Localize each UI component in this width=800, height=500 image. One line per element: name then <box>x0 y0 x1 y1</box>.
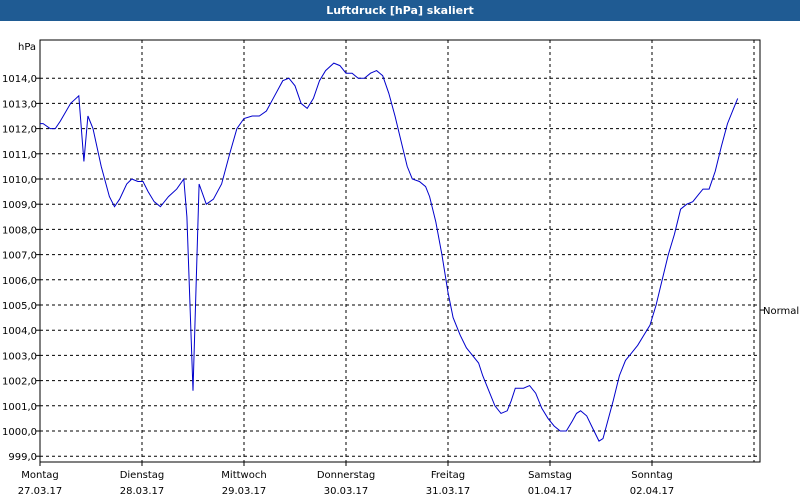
x-tick-date: 29.03.17 <box>222 486 267 497</box>
y-tick-label: 1000,0 <box>2 427 37 438</box>
y-tick-label: 1014,0 <box>2 74 37 85</box>
y-tick-label: 1012,0 <box>2 125 37 136</box>
y-tick-label: 1011,0 <box>2 150 37 161</box>
x-tick-date: 02.04.17 <box>630 486 675 497</box>
x-tick-day: Donnerstag <box>317 470 375 481</box>
y-tick-label: 1013,0 <box>2 99 37 110</box>
y-tick-label: 1001,0 <box>2 402 37 413</box>
y-tick-label: 1002,0 <box>2 377 37 388</box>
y-tick-label: 1005,0 <box>2 301 37 312</box>
y-tick-label: 999,0 <box>8 452 37 463</box>
x-tick-day: Freitag <box>431 470 465 481</box>
y-tick-label: 1008,0 <box>2 225 37 236</box>
x-tick-date: 30.03.17 <box>324 486 369 497</box>
x-axis-ticks: Montag 27.03.17 Dienstag 28.03.17 Mittwoch 29… <box>18 462 675 497</box>
y-axis-ticks: 999,0 1000,0 1001,0 1002,0 1003,0 1004,0 1005,… <box>2 74 40 463</box>
grid <box>40 40 760 462</box>
y-tick-label: 1009,0 <box>2 200 37 211</box>
x-tick-date: 28.03.17 <box>120 486 165 497</box>
x-tick-day: Dienstag <box>120 470 165 481</box>
y-axis-unit: hPa <box>18 42 36 53</box>
y-tick-label: 1003,0 <box>2 351 37 362</box>
x-tick-day: Mittwoch <box>221 470 266 481</box>
y-tick-label: 1007,0 <box>2 251 37 262</box>
x-tick-date: 01.04.17 <box>528 486 573 497</box>
plot-area <box>39 39 761 463</box>
series-line <box>40 62 739 442</box>
chart-title: Luftdruck [hPa] skaliert <box>0 0 800 21</box>
y-tick-label: 1004,0 <box>2 326 37 337</box>
x-tick-date: 31.03.17 <box>426 486 471 497</box>
x-tick-day: Samstag <box>528 470 572 481</box>
y-tick-label: 1010,0 <box>2 175 37 186</box>
x-tick-day: Montag <box>21 470 58 481</box>
x-tick-day: Sonntag <box>631 470 673 481</box>
reference-label: Normal <box>763 306 799 317</box>
y-tick-label: 1006,0 <box>2 276 37 287</box>
x-tick-date: 27.03.17 <box>18 486 63 497</box>
